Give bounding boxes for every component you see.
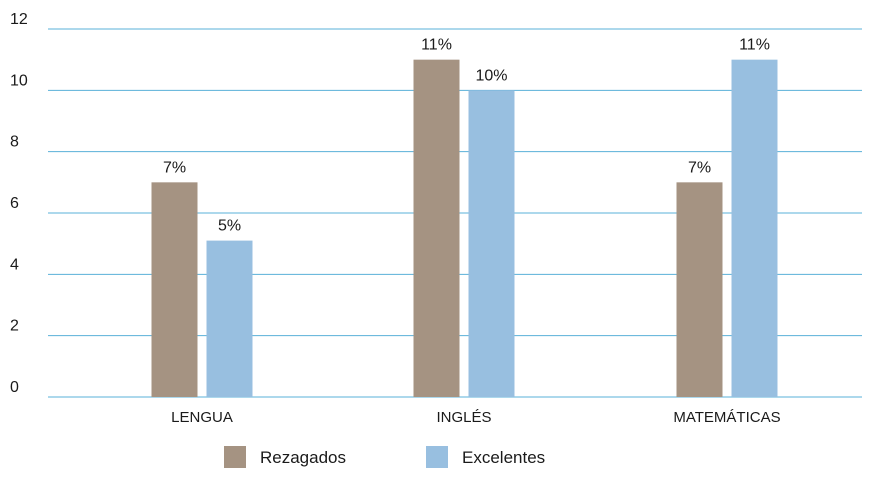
data-label: 7% (688, 159, 711, 176)
y-tick-label: 2 (10, 318, 19, 335)
bar-excelentes-2 (731, 59, 778, 398)
y-tick-label: 6 (10, 195, 19, 212)
x-category-label: MATEMÁTICAS (673, 409, 780, 426)
y-tick-label: 4 (10, 256, 19, 273)
data-label: 11% (421, 37, 452, 54)
x-category-label: LENGUA (171, 409, 233, 426)
legend-swatch (224, 446, 246, 468)
y-tick-label: 12 (10, 11, 28, 28)
data-label: 7% (163, 159, 186, 176)
data-label: 11% (739, 37, 770, 54)
bar-rezagados-2 (676, 182, 723, 397)
bars (151, 59, 778, 398)
y-tick-label: 0 (10, 379, 19, 396)
x-category-label: INGLÉS (436, 409, 491, 426)
data-labels: 7% 5% 11% 10% 7% 11% (163, 37, 770, 235)
bar-rezagados-0 (151, 182, 198, 397)
legend: Rezagados Excelentes (224, 446, 545, 468)
y-tick-label: 10 (10, 72, 28, 89)
bar-excelentes-0 (206, 240, 253, 397)
y-tick-label: 8 (10, 134, 19, 151)
bar-rezagados-1 (413, 59, 460, 398)
data-label: 10% (475, 67, 507, 84)
legend-label: Rezagados (260, 448, 346, 467)
x-axis-category-labels: LENGUA INGLÉS MATEMÁTICAS (171, 409, 780, 426)
legend-label: Excelentes (462, 448, 545, 467)
legend-swatch (426, 446, 448, 468)
bar-excelentes-1 (468, 90, 515, 397)
data-label: 5% (218, 218, 241, 235)
y-axis-tick-labels: 0 2 4 6 8 10 12 (10, 11, 28, 396)
